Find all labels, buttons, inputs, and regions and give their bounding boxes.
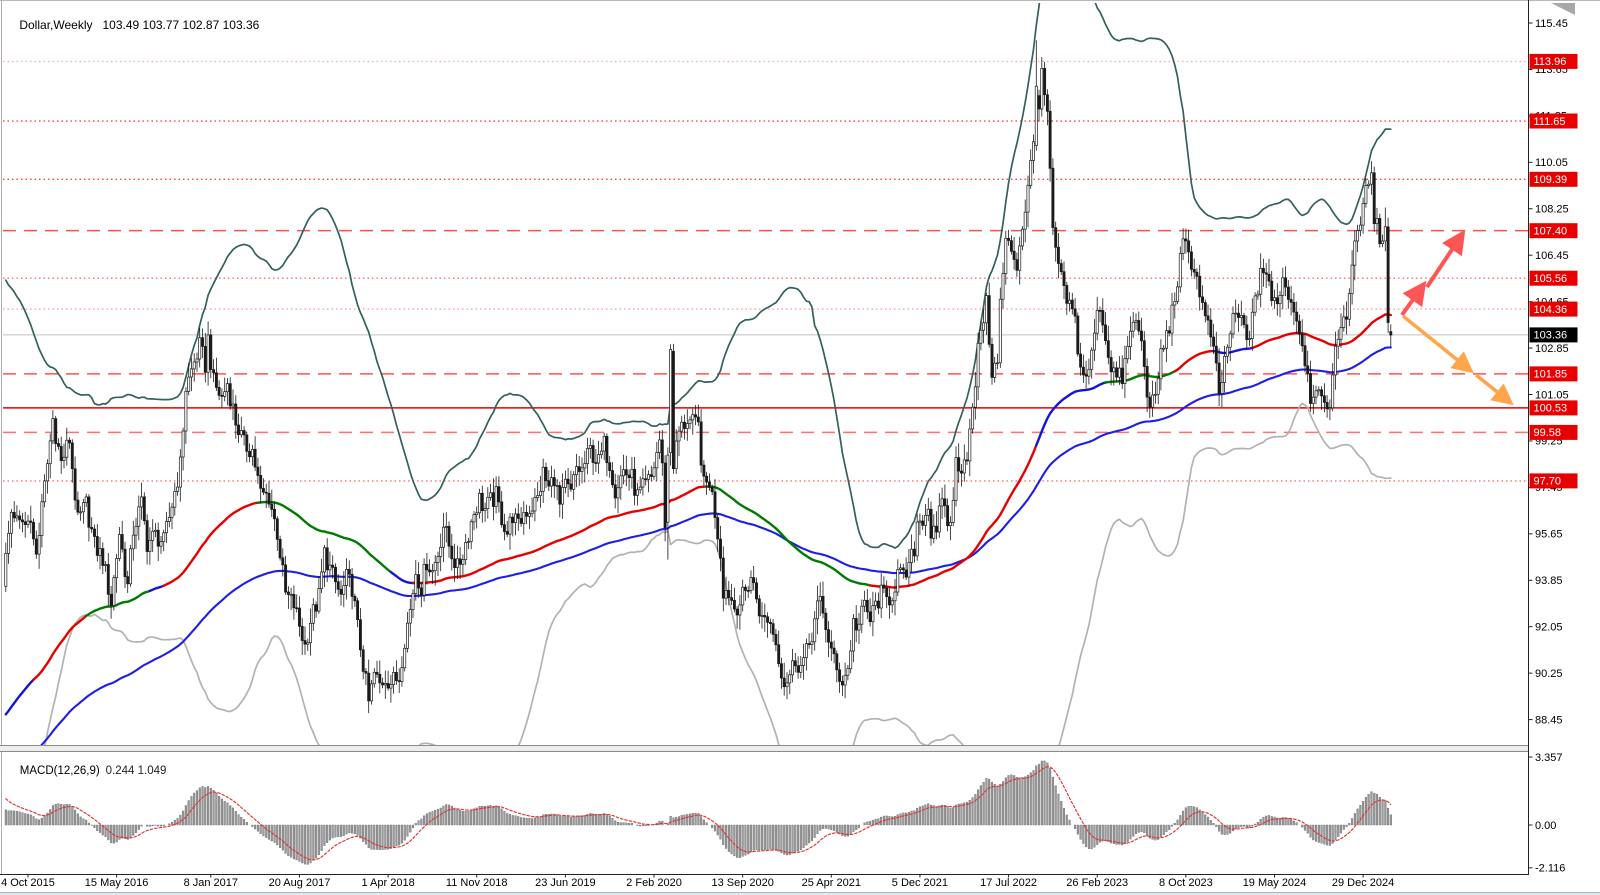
- price-tick-label: 106.45: [1535, 250, 1569, 262]
- svg-text:105.56: 105.56: [1534, 273, 1568, 285]
- time-axis-label: 11 Nov 2018: [446, 877, 508, 889]
- price-level-label: 104.36: [1529, 301, 1578, 317]
- chart-title: Dollar,Weekly 103.49 103.77 102.87 103.36: [6, 4, 259, 46]
- time-axis-label: 2 Feb 2020: [626, 877, 682, 889]
- price-tick-label: 92.05: [1535, 622, 1563, 634]
- price-level-label: 113.96: [1529, 53, 1578, 69]
- bollinger-lower-line[interactable]: [6, 402, 1392, 895]
- panel-separator[interactable]: [0, 745, 1528, 752]
- svg-text:103.36: 103.36: [1534, 330, 1568, 342]
- current-price-label: 103.36: [1529, 327, 1578, 343]
- time-axis-label: 29 Dec 2024: [1332, 877, 1394, 889]
- price-tick-label: 110.05: [1535, 157, 1568, 169]
- time-axis[interactable]: 4 Oct 2015 15 May 2016 8 Jan 2017 20 Aug 20…: [0, 874, 1528, 889]
- time-axis-label: 5 Dec 2021: [892, 877, 948, 889]
- main-plot-area[interactable]: [3, 0, 1528, 895]
- symbol-timeframe-label: Dollar,Weekly: [19, 18, 93, 32]
- bollinger-upper-line[interactable]: [4, 0, 1392, 549]
- time-axis-label: 15 May 2016: [85, 877, 149, 889]
- macd-values: 0.244 1.049: [105, 765, 167, 777]
- svg-text:111.65: 111.65: [1534, 116, 1566, 128]
- time-axis-label: 26 Feb 2023: [1066, 877, 1128, 889]
- chart-shift-icon[interactable]: [1551, 3, 1575, 15]
- price-tick-label: 93.85: [1535, 575, 1563, 587]
- price-level-label: 107.40: [1529, 223, 1578, 239]
- time-axis-label: 1 Apr 2018: [361, 877, 414, 889]
- time-axis-label: 20 Aug 2017: [269, 877, 331, 889]
- price-tick-label: 101.05: [1535, 389, 1569, 401]
- price-tick-label: 90.25: [1535, 668, 1563, 680]
- time-axis-label: 13 Sep 2020: [712, 877, 774, 889]
- price-level-label: 100.53: [1529, 400, 1578, 416]
- macd-axis-label: 0.00: [1535, 820, 1556, 832]
- svg-text:100.53: 100.53: [1534, 403, 1568, 415]
- svg-text:101.85: 101.85: [1534, 369, 1568, 381]
- macd-histogram: [4, 760, 1392, 865]
- macd-axis-label: 3.357: [1535, 752, 1563, 764]
- price-tick-label: 108.25: [1535, 204, 1569, 216]
- bottom-strip: [0, 892, 1600, 895]
- ohlc-readout: 103.49 103.77 102.87 103.36: [102, 18, 260, 32]
- time-axis-label: 8 Oct 2023: [1159, 877, 1213, 889]
- macd-panel[interactable]: [4, 760, 1392, 865]
- price-tick-label: 95.65: [1535, 529, 1563, 541]
- macd-name: MACD(12,26,9): [19, 765, 100, 777]
- svg-text:107.40: 107.40: [1534, 226, 1568, 238]
- level-lines[interactable]: [3, 60, 1528, 482]
- svg-text:109.39: 109.39: [1534, 174, 1568, 186]
- time-axis-label: 8 Jan 2017: [184, 877, 238, 889]
- projection-arrows[interactable]: [1400, 229, 1514, 406]
- macd-axis-label: -2.116: [1535, 863, 1565, 875]
- candles-layer: [4, 40, 1393, 714]
- svg-text:99.58: 99.58: [1534, 427, 1562, 439]
- price-tick-label: 102.85: [1535, 343, 1569, 355]
- macd-indicator-label: MACD(12,26,9) 0.244 1.049: [7, 753, 167, 789]
- price-axis[interactable]: 115.45113.65111.85110.05108.25106.45104.…: [1528, 0, 1578, 875]
- svg-text:113.96: 113.96: [1534, 56, 1567, 68]
- price-level-label: 105.56: [1529, 270, 1578, 286]
- fast-ma-line[interactable]: [4, 313, 1393, 716]
- time-axis-label: 17 Jul 2022: [980, 877, 1037, 889]
- time-axis-label: 25 Apr 2021: [802, 877, 861, 889]
- time-axis-label: 4 Oct 2015: [1, 877, 55, 889]
- time-axis-label: 19 May 2024: [1243, 877, 1307, 889]
- price-level-label: 97.70: [1529, 473, 1578, 489]
- time-axis-label: 23 Jun 2019: [535, 877, 596, 889]
- price-level-label: 111.65: [1529, 113, 1578, 129]
- slow-ma-line[interactable]: [6, 346, 1392, 781]
- price-level-label: 101.85: [1529, 366, 1578, 382]
- price-tick-label: 115.45: [1535, 18, 1568, 30]
- svg-text:104.36: 104.36: [1534, 304, 1568, 316]
- price-level-label: 109.39: [1529, 171, 1578, 187]
- svg-text:97.70: 97.70: [1534, 476, 1562, 488]
- price-level-label: 99.58: [1529, 424, 1578, 440]
- price-tick-label: 88.45: [1535, 714, 1563, 726]
